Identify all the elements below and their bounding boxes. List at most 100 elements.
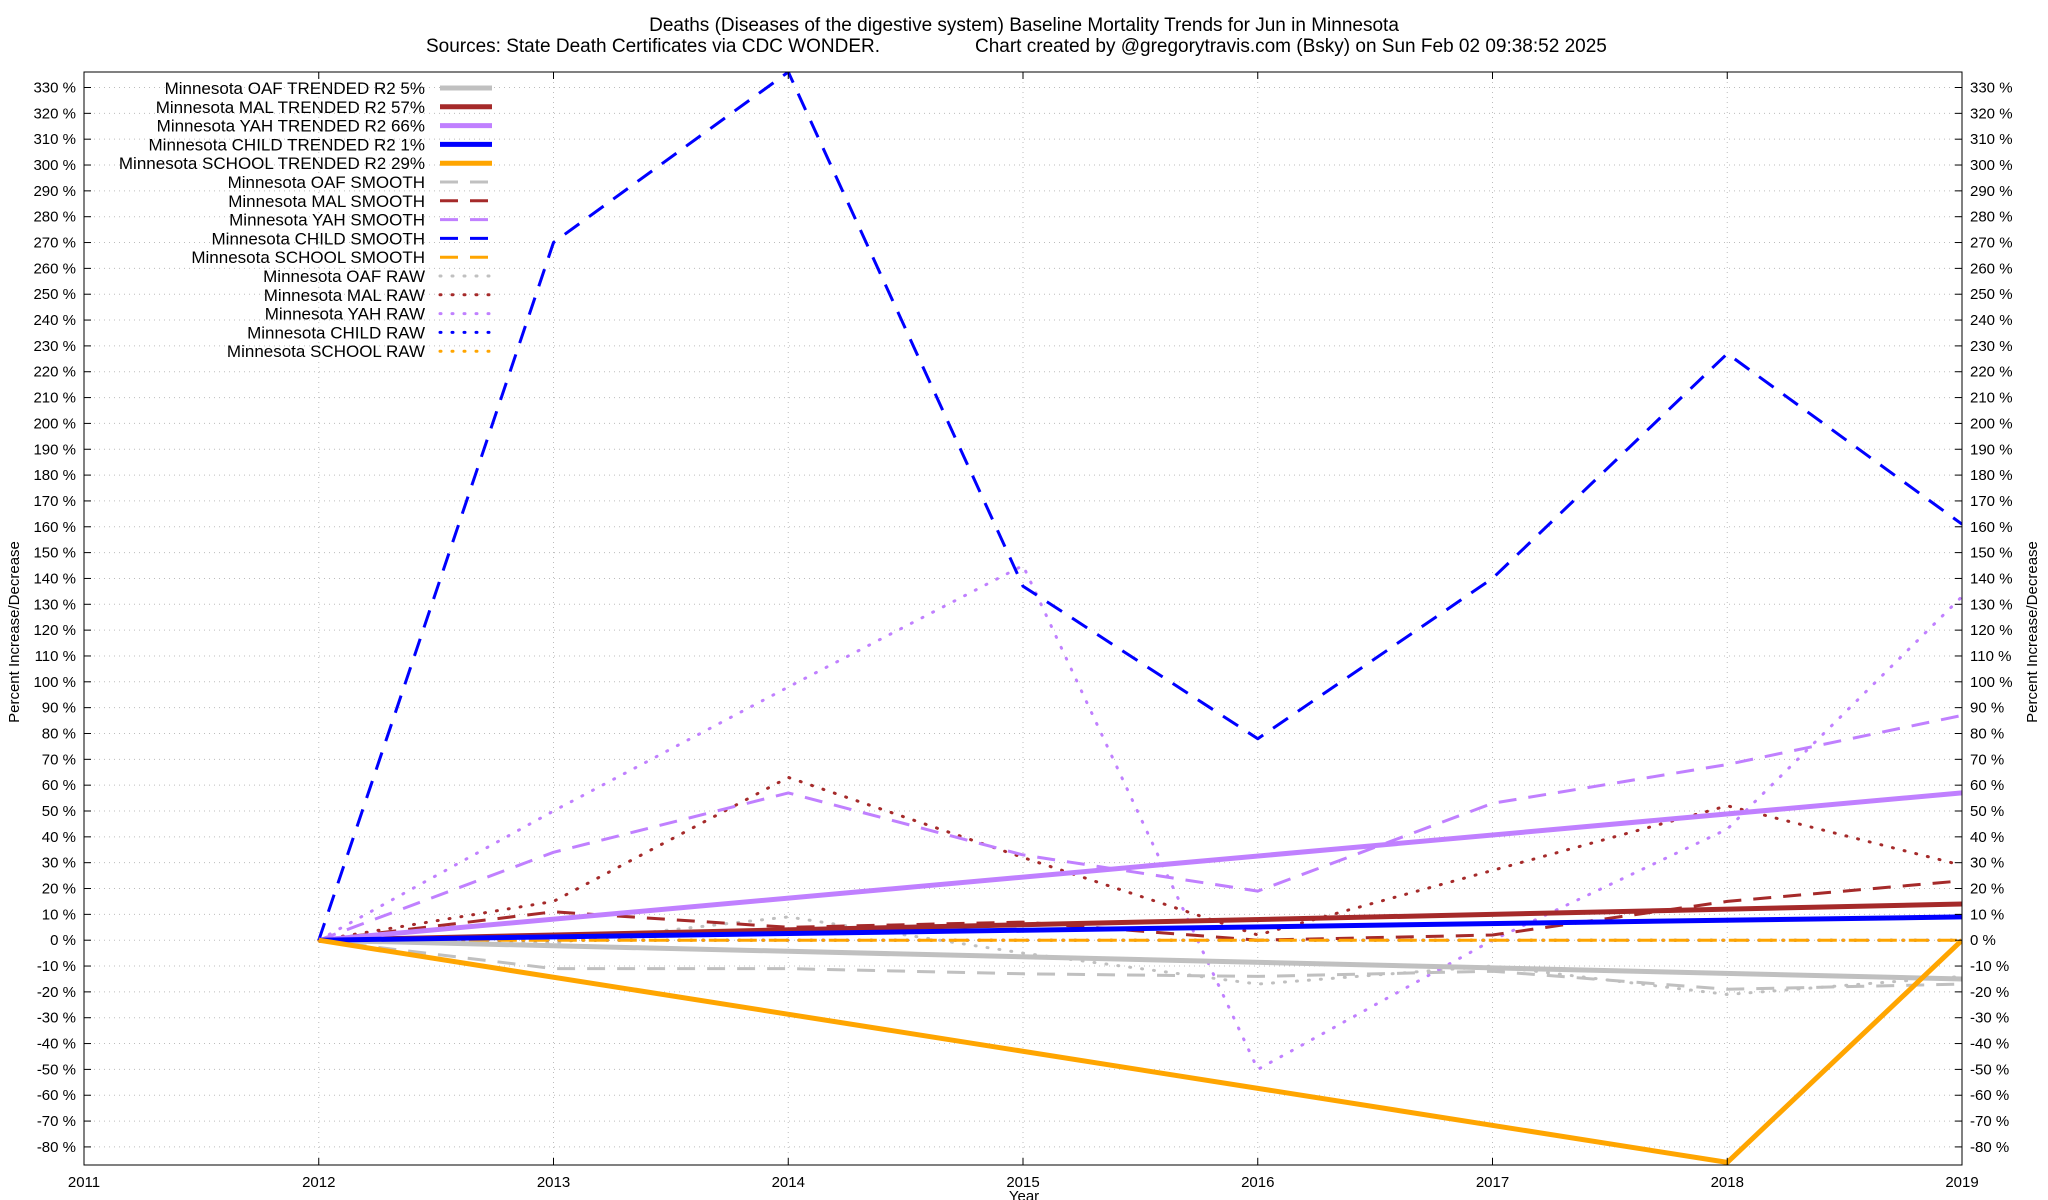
series-line-minnesota-child-trended	[318, 914, 1962, 943]
y-tick-label-right: 180 %	[1970, 467, 2013, 484]
y-tick-label-right: 90 %	[1970, 700, 2004, 717]
y-tick-label-left: 230 %	[33, 338, 76, 355]
y-tick-label-right: 110 %	[1970, 648, 2011, 665]
y-tick-label-left: 200 %	[33, 415, 76, 432]
y-tick-label-right: 100 %	[1970, 674, 2013, 691]
y-tick-label-right: 280 %	[1970, 209, 2013, 226]
y-tick-label-right: 170 %	[1970, 493, 2013, 510]
y-tick-label-right: -20 %	[1970, 984, 2009, 1001]
legend-label-minnesota-yah-raw: Minnesota YAH RAW	[265, 305, 425, 324]
y-tick-label-left: -30 %	[37, 1010, 76, 1027]
y-tick-label-left: 210 %	[33, 390, 76, 407]
legend-label-minnesota-school-raw: Minnesota SCHOOL RAW	[227, 342, 425, 361]
y-tick-label-left: 270 %	[33, 235, 76, 252]
y-tick-label-right: -70 %	[1970, 1113, 2009, 1130]
y-tick-label-left: 330 %	[33, 80, 76, 97]
x-tick-label: 2016	[1241, 1174, 1274, 1191]
series-line-minnesota-oaf-raw	[317, 915, 1962, 996]
y-tick-label-left: 310 %	[33, 131, 76, 148]
y-tick-label-left: 250 %	[33, 286, 76, 303]
series-line-minnesota-yah-raw	[317, 564, 1962, 1071]
legend-label-minnesota-oaf-smooth: Minnesota OAF SMOOTH	[228, 173, 425, 192]
y-tick-label-left: 170 %	[33, 493, 76, 510]
legend-label-minnesota-child-trended: Minnesota CHILD TRENDED R2 1%	[149, 135, 426, 154]
x-tick-label: 2018	[1711, 1174, 1744, 1191]
y-tick-label-right: 220 %	[1970, 364, 2013, 381]
y-tick-label-right: 50 %	[1970, 803, 2004, 820]
legend-label-minnesota-mal-trended: Minnesota MAL TRENDED R2 57%	[156, 98, 425, 117]
y-tick-label-right: 330 %	[1970, 80, 2013, 97]
y-tick-label-right: 270 %	[1970, 235, 2013, 252]
y-tick-label-right: -50 %	[1970, 1061, 2009, 1078]
legend-label-minnesota-child-raw: Minnesota CHILD RAW	[247, 323, 425, 342]
y-tick-label-right: 230 %	[1970, 338, 2013, 355]
y-tick-label-left: 110 %	[35, 648, 76, 665]
legend-label-minnesota-yah-smooth: Minnesota YAH SMOOTH	[229, 211, 425, 230]
y-tick-label-left: 260 %	[33, 260, 76, 277]
y-tick-label-right: 320 %	[1970, 105, 2013, 122]
y-tick-label-left: 290 %	[33, 183, 76, 200]
legend-label-minnesota-child-smooth: Minnesota CHILD SMOOTH	[212, 229, 426, 248]
chart-title: Deaths (Diseases of the digestive system…	[649, 15, 1399, 36]
y-tick-label-left: -50 %	[37, 1061, 76, 1078]
chart-subtitle-left: Sources: State Death Certificates via CD…	[426, 36, 880, 57]
x-axis-label: Year	[1009, 1188, 1039, 1200]
x-tick-label: 2014	[772, 1174, 805, 1191]
y-tick-label-right: -30 %	[1970, 1010, 2009, 1027]
y-tick-label-right: 250 %	[1970, 286, 2013, 303]
y-tick-label-left: 40 %	[42, 829, 76, 846]
y-tick-label-right: 260 %	[1970, 260, 2013, 277]
chart-subtitle-right: Chart created by @gregorytravis.com (Bsk…	[975, 36, 1607, 57]
x-tick-label: 2013	[537, 1174, 570, 1191]
y-tick-label-right: 140 %	[1970, 570, 2013, 587]
y-tick-label-left: 320 %	[33, 105, 76, 122]
axis-ticks: -80 % -80 % -70 % -70 % -60 % -60 % -50 % -50 %…	[33, 72, 2013, 1191]
y-tick-label-left: 50 %	[42, 803, 76, 820]
series-line-minnesota-oaf-smooth	[318, 938, 1962, 991]
y-tick-label-left: 160 %	[33, 519, 76, 536]
grid	[83, 72, 1963, 1165]
y-tick-label-right: 210 %	[1970, 390, 2013, 407]
y-tick-label-right: 70 %	[1970, 751, 2004, 768]
series-line-minnesota-mal-raw	[317, 775, 1962, 942]
y-tick-label-right: 300 %	[1970, 157, 2013, 174]
y-tick-label-left: 100 %	[33, 674, 76, 691]
y-axis-label-right: Percent Increase/Decrease	[2024, 541, 2041, 723]
y-tick-label-left: 150 %	[33, 545, 76, 562]
y-tick-label-left: 20 %	[42, 881, 76, 898]
legend-label-minnesota-mal-smooth: Minnesota MAL SMOOTH	[228, 192, 425, 211]
y-tick-label-right: 30 %	[1970, 855, 2004, 872]
y-tick-label-left: 280 %	[33, 209, 76, 226]
y-tick-label-right: 240 %	[1970, 312, 2013, 329]
series-line-minnesota-oaf-trended	[318, 937, 1962, 982]
y-tick-label-left: 60 %	[42, 777, 76, 794]
y-tick-label-right: 60 %	[1970, 777, 2004, 794]
y-tick-label-left: 80 %	[42, 725, 76, 742]
y-tick-label-right: 80 %	[1970, 725, 2004, 742]
legend-label-minnesota-school-trended: Minnesota SCHOOL TRENDED R2 29%	[119, 154, 425, 173]
legend-label-minnesota-oaf-trended: Minnesota OAF TRENDED R2 5%	[165, 79, 425, 98]
y-tick-label-left: -10 %	[37, 958, 76, 975]
x-tick-label: 2011	[68, 1174, 100, 1191]
y-tick-label-right: 0 %	[1970, 932, 1996, 949]
legend-label-minnesota-yah-trended: Minnesota YAH TRENDED R2 66%	[157, 117, 425, 136]
y-tick-label-right: 190 %	[1970, 441, 2013, 458]
x-tick-label: 2017	[1476, 1174, 1509, 1191]
y-tick-label-right: 150 %	[1970, 545, 2013, 562]
y-tick-label-right: 200 %	[1970, 415, 2013, 432]
y-tick-label-right: 10 %	[1970, 906, 2004, 923]
y-tick-label-right: 290 %	[1970, 183, 2013, 200]
y-tick-label-right: -40 %	[1970, 1036, 2009, 1053]
y-tick-label-left: -60 %	[37, 1087, 76, 1104]
legend: Minnesota OAF TRENDED R2 5%Minnesota MAL…	[119, 79, 494, 361]
legend-label-minnesota-school-smooth: Minnesota SCHOOL SMOOTH	[191, 248, 425, 267]
y-tick-label-left: 220 %	[33, 364, 76, 381]
y-tick-label-left: 70 %	[42, 751, 76, 768]
y-tick-label-left: 10 %	[42, 906, 76, 923]
y-tick-label-right: 160 %	[1970, 519, 2013, 536]
y-tick-label-right: 40 %	[1970, 829, 2004, 846]
y-tick-label-right: 130 %	[1970, 596, 2013, 613]
series-line-minnesota-child-smooth	[317, 72, 1962, 941]
